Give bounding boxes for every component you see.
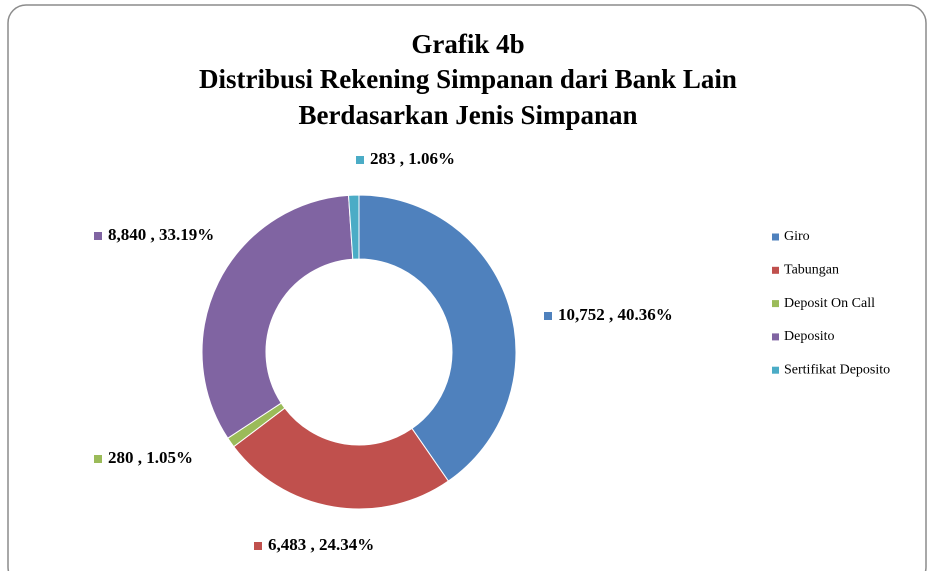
chart-title: Berdasarkan Jenis Simpanan [298,100,637,130]
data-label: 10,752 , 40.36% [558,305,673,324]
data-label: 283 , 1.06% [370,149,455,168]
legend-label: Deposito [784,329,835,344]
legend-label: Giro [784,229,810,244]
data-label: 6,483 , 24.34% [268,535,374,554]
legend-label: Deposit On Call [784,296,875,311]
donut-segment [233,407,450,510]
data-label-marker [544,312,552,320]
data-label-marker [356,156,364,164]
legend-marker [772,300,779,308]
chart-title: Grafik 4b [411,29,524,59]
legend-marker [772,266,779,274]
donut-segment [358,194,517,482]
legend-marker [772,366,779,374]
data-label-marker [254,542,262,550]
legend-marker [772,333,779,341]
data-label: 280 , 1.05% [108,448,193,467]
data-label-marker [94,455,102,463]
donut-segment [201,194,354,439]
legend-label: Tabungan [784,263,839,278]
data-label: 8,840 , 33.19% [108,225,214,244]
legend-label: Sertifikat Deposito [784,362,890,377]
data-label-marker [94,232,102,240]
chart-title: Distribusi Rekening Simpanan dari Bank L… [199,64,737,94]
legend-marker [772,233,779,241]
donut-segment [347,194,360,260]
